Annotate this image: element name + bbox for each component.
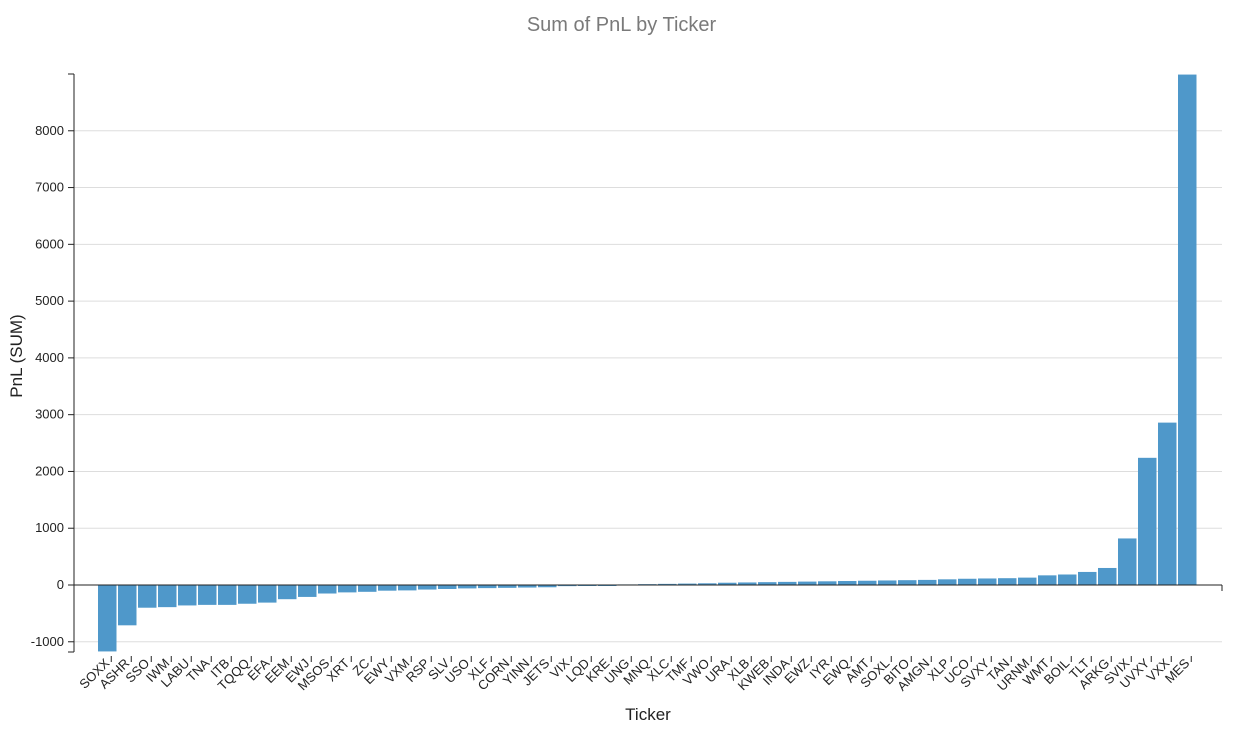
bar-uso[interactable]: [458, 585, 477, 589]
bar-xlp[interactable]: [938, 579, 957, 586]
bar-svxy[interactable]: [978, 578, 997, 586]
bar-itb[interactable]: [218, 585, 237, 605]
y-tick-label: 0: [57, 577, 64, 592]
y-tick-label: 3000: [35, 407, 64, 422]
bar-xlc[interactable]: [658, 583, 677, 586]
bar-kweb[interactable]: [758, 582, 777, 586]
bar-ewj[interactable]: [298, 585, 317, 597]
x-tick-label: MES: [1162, 655, 1193, 686]
bar-amt[interactable]: [858, 580, 877, 586]
bar-inda[interactable]: [778, 581, 797, 586]
bar-layer: [98, 74, 1197, 652]
bar-eem[interactable]: [278, 585, 297, 600]
bar-xlb[interactable]: [738, 582, 757, 586]
y-tick-label: 1000: [35, 520, 64, 535]
bar-zc[interactable]: [358, 585, 377, 592]
bar-uco[interactable]: [958, 578, 977, 586]
x-tick-label: XRT: [324, 655, 353, 684]
bar-rsp[interactable]: [418, 585, 437, 590]
bar-efa[interactable]: [258, 585, 277, 603]
bar-vwo[interactable]: [698, 583, 717, 586]
y-tick-label: 4000: [35, 350, 64, 365]
y-tick-label: -1000: [31, 634, 64, 649]
bar-ewz[interactable]: [798, 581, 817, 586]
y-tick-label: 7000: [35, 180, 64, 195]
bar-vxx[interactable]: [1158, 422, 1177, 586]
bar-xlf[interactable]: [478, 585, 497, 589]
y-tick-label: 6000: [35, 236, 64, 251]
bar-corn[interactable]: [498, 585, 517, 588]
bar-tmf[interactable]: [678, 583, 697, 586]
bar-slv[interactable]: [438, 585, 457, 589]
bar-uvxy[interactable]: [1138, 457, 1157, 586]
bar-ura[interactable]: [718, 582, 737, 586]
bar-jets[interactable]: [538, 585, 557, 588]
bar-xrt[interactable]: [338, 585, 357, 593]
bar-tna[interactable]: [198, 585, 217, 605]
bar-boil[interactable]: [1058, 574, 1077, 586]
bar-ewq[interactable]: [838, 581, 857, 586]
bar-vxm[interactable]: [398, 585, 417, 591]
bar-ewy[interactable]: [378, 585, 397, 591]
grid-layer: [74, 130, 1222, 643]
bar-sso[interactable]: [138, 585, 157, 608]
y-tick-label: 8000: [35, 123, 64, 138]
x-axis-title: Ticker: [625, 705, 671, 724]
bar-bito[interactable]: [898, 580, 917, 586]
bar-svix[interactable]: [1118, 538, 1137, 586]
bar-mes[interactable]: [1178, 74, 1197, 586]
bar-ashr[interactable]: [118, 585, 137, 626]
chart-title: Sum of PnL by Ticker: [526, 14, 717, 36]
bar-vix[interactable]: [558, 585, 577, 587]
bar-amgn[interactable]: [918, 579, 937, 586]
bar-soxl[interactable]: [878, 580, 897, 586]
bar-iyr[interactable]: [818, 581, 837, 586]
y-tick-label: 2000: [35, 463, 64, 478]
bar-iwm[interactable]: [158, 585, 177, 608]
bar-tan[interactable]: [998, 578, 1017, 586]
bar-wmt[interactable]: [1038, 575, 1057, 586]
y-axis-title: PnL (SUM): [7, 314, 26, 397]
bar-arkg[interactable]: [1098, 567, 1117, 586]
bar-tlt[interactable]: [1078, 571, 1097, 586]
bar-urnm[interactable]: [1018, 577, 1037, 586]
bar-tqqq[interactable]: [238, 585, 257, 604]
y-tick-label: 5000: [35, 293, 64, 308]
bar-soxx[interactable]: [98, 585, 117, 652]
bar-labu[interactable]: [178, 585, 197, 606]
bar-msos[interactable]: [318, 585, 337, 594]
bar-yinn[interactable]: [518, 585, 537, 588]
